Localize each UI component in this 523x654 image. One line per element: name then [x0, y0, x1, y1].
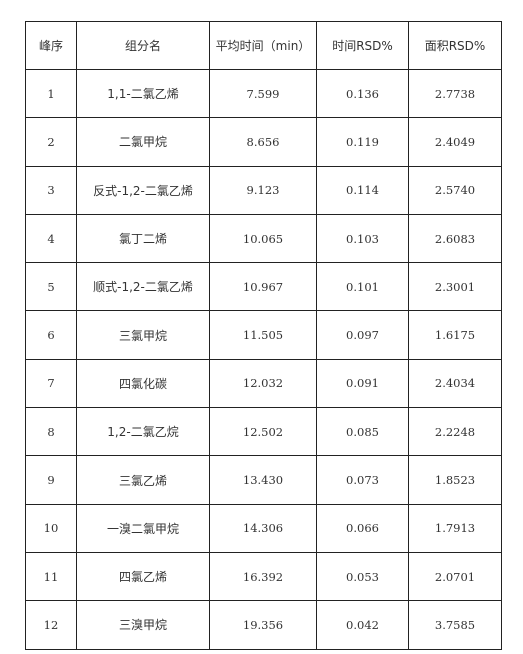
- cell-avg-time: 16.392: [209, 551, 317, 602]
- table-row: 1 1,1-二氯乙烯 7.599 0.136 2.7738: [25, 68, 502, 119]
- header-avg-time: 平均时间（min）: [209, 21, 317, 70]
- header-row: 峰序 组分名 平均时间（min） 时间RSD% 面积RSD%: [25, 21, 502, 70]
- table-row: 4 氯丁二烯 10.065 0.103 2.6083: [25, 213, 502, 264]
- cell-area-rsd: 1.6175: [408, 310, 502, 360]
- cell-avg-time: 19.356: [209, 600, 317, 650]
- table-row: 8 1,2-二氯乙烷 12.502 0.085 2.2248: [25, 407, 502, 457]
- cell-peak-order: 11: [25, 551, 77, 602]
- cell-area-rsd: 1.8523: [408, 455, 502, 505]
- header-area-rsd: 面积RSD%: [408, 21, 502, 70]
- cell-time-rsd: 0.042: [316, 600, 409, 650]
- cell-area-rsd: 3.7585: [408, 600, 502, 650]
- cell-area-rsd: 2.4034: [408, 358, 502, 409]
- table-row: 2 二氯甲烷 8.656 0.119 2.4049: [25, 117, 502, 167]
- table-row: 6 三氯甲烷 11.505 0.097 1.6175: [25, 310, 502, 360]
- cell-peak-order: 2: [25, 117, 77, 167]
- header-time-rsd: 时间RSD%: [316, 21, 409, 70]
- table-row: 11 四氯乙烯 16.392 0.053 2.0701: [25, 551, 502, 602]
- cell-peak-order: 10: [25, 503, 77, 553]
- cell-area-rsd: 2.2248: [408, 407, 502, 457]
- cell-peak-order: 7: [25, 358, 77, 409]
- cell-time-rsd: 0.103: [316, 213, 409, 264]
- cell-area-rsd: 2.0701: [408, 551, 502, 602]
- cell-avg-time: 7.599: [209, 68, 317, 119]
- cell-avg-time: 14.306: [209, 503, 317, 553]
- cell-time-rsd: 0.097: [316, 310, 409, 360]
- cell-component-name: 1,2-二氯乙烷: [76, 407, 210, 457]
- cell-area-rsd: 1.7913: [408, 503, 502, 553]
- cell-component-name: 三氯乙烯: [76, 455, 210, 505]
- cell-component-name: 二氯甲烷: [76, 117, 210, 167]
- cell-component-name: 反式-1,2-二氯乙烯: [76, 165, 210, 215]
- cell-area-rsd: 2.3001: [408, 262, 502, 312]
- cell-area-rsd: 2.4049: [408, 117, 502, 167]
- cell-avg-time: 12.502: [209, 407, 317, 457]
- cell-component-name: 一溴二氯甲烷: [76, 503, 210, 553]
- cell-avg-time: 8.656: [209, 117, 317, 167]
- cell-component-name: 氯丁二烯: [76, 213, 210, 264]
- cell-peak-order: 3: [25, 165, 77, 215]
- table-row: 10 一溴二氯甲烷 14.306 0.066 1.7913: [25, 503, 502, 553]
- cell-area-rsd: 2.6083: [408, 213, 502, 264]
- cell-avg-time: 13.430: [209, 455, 317, 505]
- cell-component-name: 四氯化碳: [76, 358, 210, 409]
- cell-time-rsd: 0.085: [316, 407, 409, 457]
- cell-peak-order: 1: [25, 68, 77, 119]
- cell-peak-order: 12: [25, 600, 77, 650]
- cell-avg-time: 12.032: [209, 358, 317, 409]
- cell-time-rsd: 0.091: [316, 358, 409, 409]
- cell-peak-order: 6: [25, 310, 77, 360]
- cell-avg-time: 10.967: [209, 262, 317, 312]
- cell-time-rsd: 0.066: [316, 503, 409, 553]
- cell-time-rsd: 0.136: [316, 68, 409, 119]
- cell-avg-time: 10.065: [209, 213, 317, 264]
- table-row: 7 四氯化碳 12.032 0.091 2.4034: [25, 358, 502, 409]
- header-peak-order: 峰序: [25, 21, 77, 70]
- cell-component-name: 1,1-二氯乙烯: [76, 68, 210, 119]
- cell-peak-order: 8: [25, 407, 77, 457]
- cell-component-name: 顺式-1,2-二氯乙烯: [76, 262, 210, 312]
- table-body: 1 1,1-二氯乙烯 7.599 0.136 2.7738 2 二氯甲烷 8.6…: [25, 68, 502, 650]
- cell-time-rsd: 0.114: [316, 165, 409, 215]
- cell-avg-time: 11.505: [209, 310, 317, 360]
- cell-time-rsd: 0.101: [316, 262, 409, 312]
- results-table: 峰序 组分名 平均时间（min） 时间RSD% 面积RSD% 1 1,1-二氯乙…: [25, 21, 502, 650]
- cell-peak-order: 9: [25, 455, 77, 505]
- cell-component-name: 三氯甲烷: [76, 310, 210, 360]
- cell-area-rsd: 2.5740: [408, 165, 502, 215]
- table-header: 峰序 组分名 平均时间（min） 时间RSD% 面积RSD%: [25, 21, 502, 70]
- table-row: 3 反式-1,2-二氯乙烯 9.123 0.114 2.5740: [25, 165, 502, 215]
- cell-time-rsd: 0.053: [316, 551, 409, 602]
- header-component-name: 组分名: [76, 21, 210, 70]
- cell-avg-time: 9.123: [209, 165, 317, 215]
- cell-peak-order: 4: [25, 213, 77, 264]
- table-row: 5 顺式-1,2-二氯乙烯 10.967 0.101 2.3001: [25, 262, 502, 312]
- cell-time-rsd: 0.119: [316, 117, 409, 167]
- cell-component-name: 三溴甲烷: [76, 600, 210, 650]
- cell-area-rsd: 2.7738: [408, 68, 502, 119]
- cell-time-rsd: 0.073: [316, 455, 409, 505]
- table-row: 9 三氯乙烯 13.430 0.073 1.8523: [25, 455, 502, 505]
- cell-peak-order: 5: [25, 262, 77, 312]
- cell-component-name: 四氯乙烯: [76, 551, 210, 602]
- table-row: 12 三溴甲烷 19.356 0.042 3.7585: [25, 600, 502, 650]
